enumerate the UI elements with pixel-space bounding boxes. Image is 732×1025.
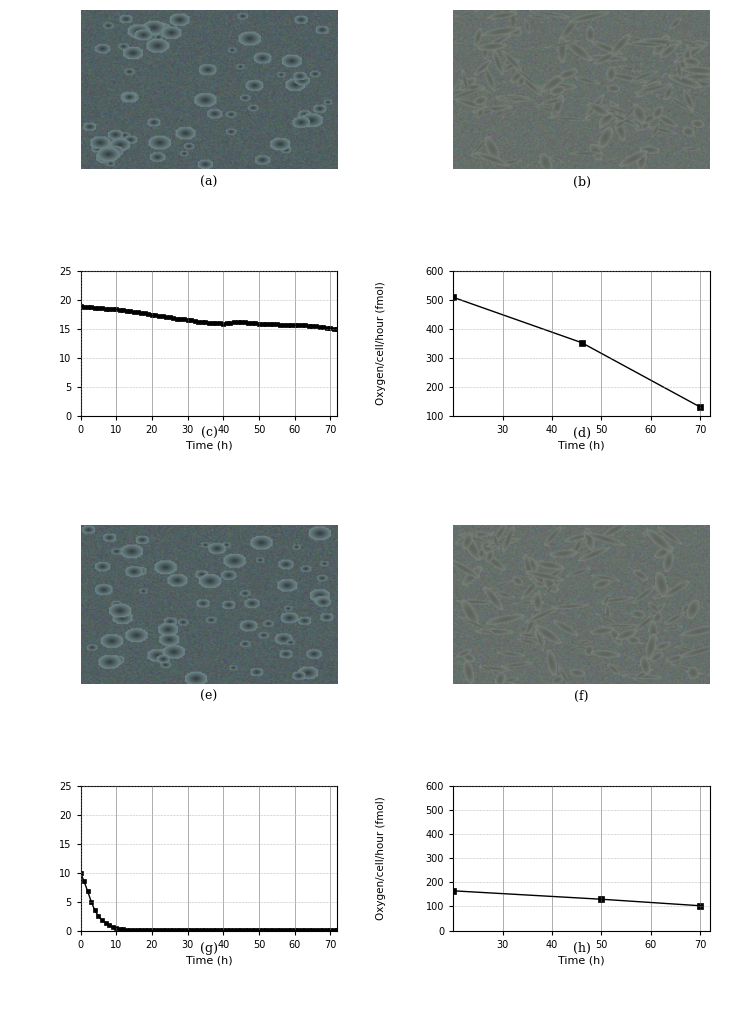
X-axis label: Time (h): Time (h) bbox=[186, 955, 232, 966]
X-axis label: Time (h): Time (h) bbox=[186, 441, 232, 450]
X-axis label: Time (h): Time (h) bbox=[559, 955, 605, 966]
Text: (c): (c) bbox=[201, 427, 217, 441]
Text: (a): (a) bbox=[201, 175, 217, 189]
Text: (d): (d) bbox=[572, 427, 591, 441]
Text: (g): (g) bbox=[200, 942, 218, 955]
Text: (b): (b) bbox=[572, 175, 591, 189]
X-axis label: Time (h): Time (h) bbox=[559, 441, 605, 450]
Y-axis label: Oxygen/cell/hour (fmol): Oxygen/cell/hour (fmol) bbox=[376, 282, 386, 405]
Y-axis label: Oxygen/cell/hour (fmol): Oxygen/cell/hour (fmol) bbox=[376, 796, 386, 920]
Text: (h): (h) bbox=[572, 942, 591, 955]
Text: (e): (e) bbox=[201, 690, 217, 703]
Text: (f): (f) bbox=[575, 690, 589, 703]
